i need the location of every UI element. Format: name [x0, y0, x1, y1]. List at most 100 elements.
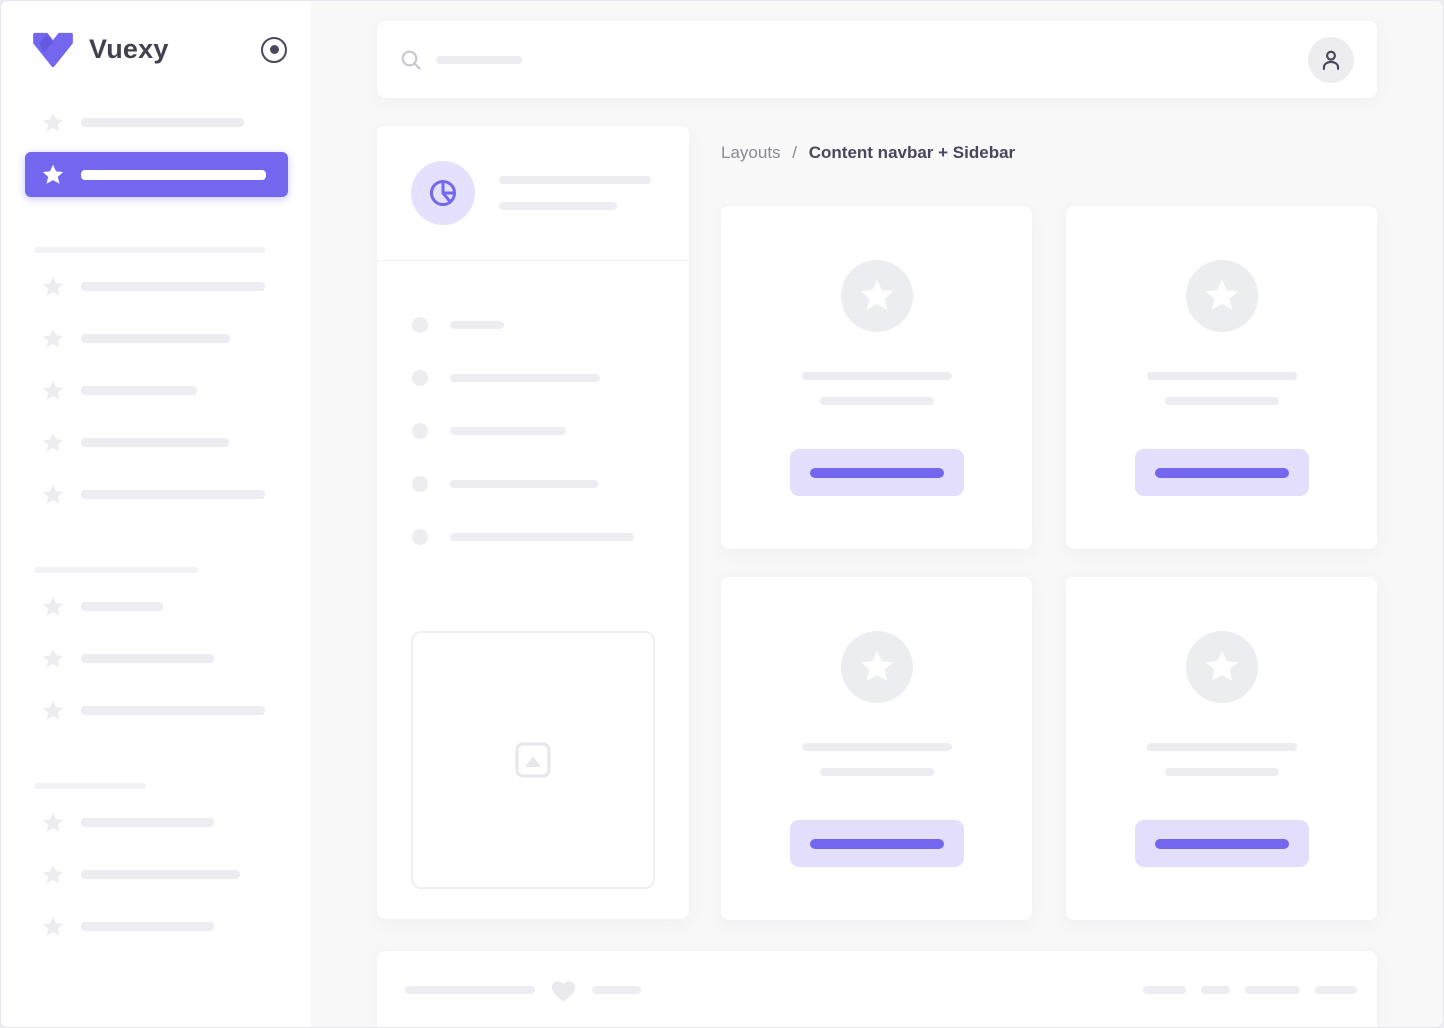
card-text-placeholder: [819, 768, 934, 776]
search-placeholder: [436, 55, 522, 64]
sidebar-item[interactable]: [25, 152, 288, 197]
content-card: [1066, 206, 1377, 549]
star-icon: [42, 112, 64, 132]
card-button-label-placeholder: [809, 467, 944, 478]
sidebar-item[interactable]: [25, 316, 288, 361]
bullet-icon: [412, 317, 428, 333]
sidebar-section-heading-placeholder: [34, 567, 198, 573]
card-text-placeholder: [819, 397, 934, 405]
breadcrumb-separator: /: [792, 143, 798, 162]
list-item-label-placeholder: [450, 480, 598, 488]
card-button[interactable]: [1134, 820, 1309, 867]
top-navbar: [377, 21, 1377, 98]
footer-left: [405, 978, 641, 1003]
pie-chart-icon: [430, 180, 456, 206]
brand: Vuexy: [1, 1, 311, 98]
list-item-label-placeholder: [450, 533, 634, 541]
panel-icon-circle: [411, 161, 475, 225]
sidebar-item[interactable]: [25, 852, 288, 897]
sidebar-item-label-placeholder: [81, 654, 214, 663]
star-icon: [42, 812, 64, 832]
panel-list: [377, 261, 689, 545]
star-icon: [42, 700, 64, 720]
card-text-placeholder: [1164, 397, 1279, 405]
list-item: [412, 423, 689, 439]
image-icon: [515, 742, 551, 778]
sidebar-nav: [1, 98, 311, 949]
star-icon: [42, 432, 64, 452]
person-icon: [1322, 50, 1340, 70]
sidebar-item[interactable]: [25, 904, 288, 949]
sidebar-item[interactable]: [25, 264, 288, 309]
card-avatar-circle: [1185, 631, 1258, 703]
panel-header: [377, 126, 689, 261]
bullet-icon: [412, 423, 428, 439]
sidebar-item[interactable]: [25, 420, 288, 465]
star-icon: [42, 596, 64, 616]
card-button-label-placeholder: [809, 838, 944, 849]
sidebar-item-label-placeholder: [81, 818, 214, 827]
list-item: [412, 529, 689, 545]
sidebar-item-label-placeholder: [81, 922, 214, 931]
user-avatar-button[interactable]: [1308, 36, 1354, 83]
sidebar-item[interactable]: [25, 368, 288, 413]
breadcrumb: Layouts / Content navbar + Sidebar: [721, 143, 1015, 163]
card-button[interactable]: [1134, 449, 1309, 496]
card-text-placeholder: [801, 743, 952, 751]
star-icon: [42, 276, 64, 296]
card-button[interactable]: [789, 820, 964, 867]
vuexy-logo-icon: [33, 32, 73, 67]
star-icon: [42, 484, 64, 504]
sidebar-item[interactable]: [25, 636, 288, 681]
sidebar-item[interactable]: [25, 472, 288, 517]
sidebar-item[interactable]: [25, 584, 288, 629]
sidebar-item[interactable]: [25, 800, 288, 845]
list-item: [412, 370, 689, 386]
sidebar-item-label-placeholder: [81, 438, 229, 447]
text-placeholder-bar: [1143, 986, 1186, 994]
detail-panel: [377, 126, 689, 919]
star-icon: [42, 648, 64, 668]
footer-text-placeholder: [405, 986, 535, 994]
sidebar-item-label-placeholder: [81, 706, 265, 715]
sidebar-item[interactable]: [25, 100, 288, 145]
sidebar: Vuexy: [1, 1, 311, 1027]
star-icon: [42, 328, 64, 348]
text-placeholder-bar: [1315, 986, 1357, 994]
footer-right: [1143, 986, 1357, 994]
sidebar-item-label-placeholder: [81, 490, 265, 499]
cards-grid: [721, 206, 1377, 920]
text-placeholder-bar: [1245, 986, 1300, 994]
nav-pin-toggle[interactable]: [261, 36, 287, 63]
breadcrumb-current: Content navbar + Sidebar: [808, 143, 1016, 162]
sidebar-item-label-placeholder: [81, 169, 266, 180]
sidebar-item[interactable]: [25, 688, 288, 733]
sidebar-section-heading-placeholder: [34, 783, 146, 789]
card-text-placeholder: [1164, 768, 1279, 776]
bullet-icon: [412, 476, 428, 492]
sidebar-item-label-placeholder: [81, 386, 197, 395]
search-icon: [401, 50, 421, 70]
brand-name: Vuexy: [89, 34, 169, 64]
footer: [377, 951, 1377, 1027]
text-placeholder-bar: [499, 202, 617, 210]
list-item: [412, 317, 689, 333]
card-avatar-circle: [1185, 260, 1258, 332]
bullet-icon: [412, 370, 428, 386]
radio-dot-icon: [269, 45, 279, 54]
panel-header-bars: [499, 176, 651, 210]
list-item-label-placeholder: [450, 321, 504, 329]
sidebar-item-label-placeholder: [81, 118, 244, 127]
card-avatar-circle: [840, 260, 913, 332]
content-card: [721, 206, 1032, 549]
search-input[interactable]: [400, 49, 522, 71]
star-icon: [860, 650, 893, 681]
star-icon: [860, 279, 893, 310]
sidebar-item-label-placeholder: [81, 334, 230, 343]
list-item-label-placeholder: [450, 427, 566, 435]
bullet-icon: [412, 529, 428, 545]
breadcrumb-section[interactable]: Layouts: [721, 143, 781, 162]
card-button[interactable]: [789, 449, 964, 496]
list-item: [412, 476, 689, 492]
